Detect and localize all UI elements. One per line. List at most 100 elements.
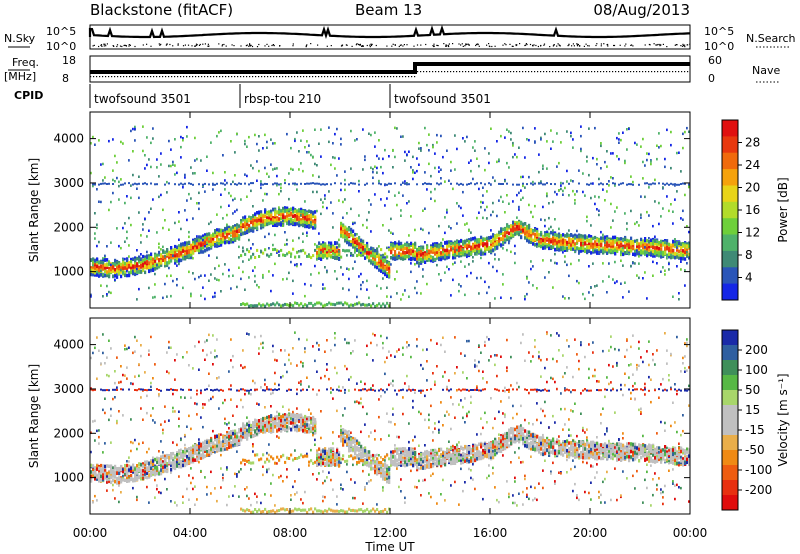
echo-cell (108, 261, 111, 265)
echo-cell (268, 219, 271, 223)
scatter-cell (358, 179, 360, 183)
echo-cell (174, 248, 177, 252)
echo-cell (676, 241, 679, 245)
echo-cell (344, 225, 347, 230)
scatter-cell (536, 245, 538, 248)
echo-cell (394, 241, 397, 245)
echo-cell (310, 210, 313, 214)
scatter-cell (118, 184, 120, 188)
echo-cell (656, 239, 659, 243)
echo-cell (582, 248, 585, 253)
echo-cell (300, 210, 303, 214)
echo-cell (444, 248, 447, 253)
nave-dot (234, 76, 236, 78)
scatter-cell (656, 254, 658, 257)
range-line-cell (638, 183, 640, 186)
scatter-cell (192, 172, 194, 175)
scatter-cell (310, 221, 312, 224)
nsearch-dot (556, 45, 558, 47)
scatter-cell (440, 168, 442, 171)
echo-cell (340, 221, 343, 226)
scatter-cell (250, 189, 252, 193)
nave-dot (165, 76, 167, 78)
echo-cell (154, 259, 157, 263)
scatter-cell (530, 267, 532, 271)
echo-cell (194, 240, 197, 245)
scatter-cell (634, 222, 636, 226)
scatter-cell (612, 219, 614, 222)
scatter-cell (378, 245, 380, 248)
scatter-cell (670, 166, 672, 170)
mid-range-cell (332, 251, 335, 255)
scatter-cell (326, 206, 328, 210)
echo-cell (472, 243, 475, 248)
scatter-cell (102, 162, 104, 166)
scatter-cell (306, 140, 308, 143)
scatter-cell (446, 208, 448, 212)
nsearch-dot (394, 44, 396, 46)
echo-cell (174, 255, 177, 260)
range-line-cell (324, 183, 326, 186)
scatter-cell (128, 244, 130, 247)
scatter-cell (378, 179, 380, 183)
echo-cell (456, 251, 459, 255)
echo-cell (312, 211, 315, 215)
echo-cell (286, 217, 289, 222)
echo-cell (468, 250, 471, 254)
echo-cell (426, 255, 429, 260)
scatter-cell (190, 294, 192, 298)
echo-cell (256, 222, 259, 227)
range-line-cell (648, 183, 650, 186)
scatter-cell (410, 215, 412, 218)
echo-cell (294, 222, 297, 227)
echo-cell (114, 271, 117, 276)
echo-cell (436, 242, 439, 246)
nave-dot (360, 76, 362, 78)
nave-dot (501, 71, 503, 73)
echo-cell (468, 240, 471, 244)
scatter-cell (486, 205, 488, 209)
scatter-cell (160, 193, 162, 197)
nave-dot (552, 71, 554, 73)
scatter-cell (492, 201, 494, 205)
echo-cell (316, 251, 319, 255)
scatter-cell (296, 188, 298, 191)
echo-cell (318, 245, 321, 250)
mid-range-cell (314, 248, 317, 252)
scatter-cell (116, 176, 118, 180)
echo-cell (426, 245, 429, 250)
nave-dot (603, 71, 605, 73)
nave-dot (246, 76, 248, 78)
echo-cell (660, 255, 663, 259)
echo-cell (108, 271, 111, 275)
echo-cell (310, 213, 313, 218)
scatter-cell (394, 278, 396, 281)
echo-cell (678, 241, 681, 246)
nsearch-dot (568, 43, 570, 45)
echo-cell (558, 245, 561, 249)
echo-cell (94, 266, 97, 270)
nsearch-dot (403, 44, 405, 46)
nsearch-dot (656, 44, 658, 46)
echo-cell (454, 255, 457, 260)
scatter-cell (432, 143, 434, 147)
echo-cell (188, 240, 191, 245)
echo-cell (384, 258, 387, 262)
echo-cell (420, 253, 423, 257)
echo-cell (684, 244, 687, 248)
echo-cell (164, 250, 167, 255)
echo-cell (220, 243, 223, 247)
echo-cell (150, 263, 153, 267)
scatter-cell (262, 199, 264, 202)
scatter-cell (542, 164, 544, 167)
scatter-cell (334, 270, 336, 273)
echo-cell (406, 254, 409, 259)
nsearch-dot (258, 43, 260, 46)
echo-cell (572, 240, 575, 244)
nave-dot (471, 71, 473, 73)
echo-cell (256, 211, 259, 215)
echo-cell (224, 235, 227, 240)
scatter-cell (568, 274, 570, 278)
echo-cell (226, 232, 229, 237)
echo-cell (340, 227, 343, 232)
